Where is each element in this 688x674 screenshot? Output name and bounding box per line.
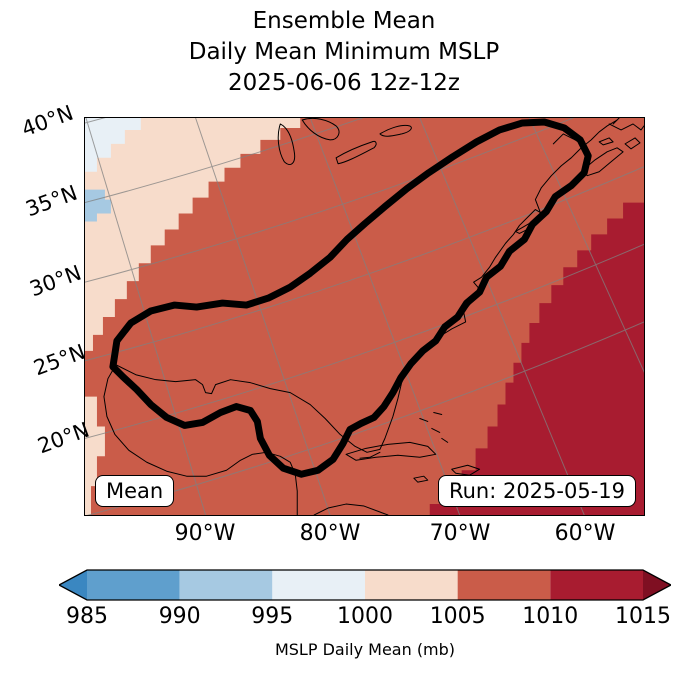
coast-hispaniola: [451, 464, 481, 476]
parallel-35n: [85, 118, 364, 204]
colorbar-tick-995: 995: [251, 604, 294, 629]
coast-honduras: [313, 503, 389, 515]
plot-title: Ensemble Mean Daily Mean Minimum MSLP 20…: [0, 6, 688, 99]
colorbar-tick-1005: 1005: [429, 604, 486, 629]
colorbar-tick-990: 990: [158, 604, 201, 629]
coast-cuba: [345, 441, 437, 461]
parallel-25n: [85, 166, 644, 362]
longitude-tick-70w: 70°W: [429, 521, 491, 546]
latitude-tick-40n: 40°N: [18, 100, 77, 142]
colorbar-title: MSLP Daily Mean (mb): [274, 640, 456, 659]
colorbar-extend-right-arrow: [643, 570, 671, 600]
colorbar-outline: [59, 569, 671, 601]
lake-huron: [301, 118, 340, 141]
coast-mexico: [103, 364, 298, 515]
longitude-tick-80w: 80°W: [299, 521, 361, 546]
coast-newfoundland: [608, 118, 644, 131]
coast-cape-breton: [624, 137, 641, 150]
run-date-annotation: Run: 2025-05-19: [437, 475, 636, 507]
meridian-70w: [309, 118, 461, 515]
lake-michigan: [277, 123, 296, 165]
meridian-60w: [419, 118, 585, 515]
colorbar-segment-1010-1015: [550, 570, 643, 600]
coast-florida-keys: [359, 451, 381, 459]
plot-title-line-1: Ensemble Mean: [252, 8, 436, 34]
mean-annotation: Mean: [95, 475, 175, 507]
latitude-tick-25n: 25°N: [30, 339, 89, 381]
colorbar-segment-990-995: [179, 570, 273, 600]
meridian-80w: [195, 118, 331, 515]
lake-erie: [335, 140, 377, 165]
longitude-tick-60w: 60°W: [554, 521, 616, 546]
colorbar-segment-1000-1005: [365, 570, 458, 600]
colorbar-segment-985-990: [87, 570, 180, 600]
latitude-tick-30n: 30°N: [26, 260, 85, 302]
lake-ontario: [379, 124, 412, 137]
coast-nova-scotia: [582, 147, 624, 177]
colorbar-tick-1015: 1015: [615, 604, 671, 629]
colorbar-tick-985: 985: [66, 604, 108, 629]
mslp-fill-1010-1015: [429, 202, 644, 515]
coast-bahamas: [419, 412, 449, 443]
latitude-tick-35n: 35°N: [22, 180, 81, 222]
colorbar-extend-left-arrow: [59, 570, 87, 600]
ensemble-contour-outline: [109, 118, 592, 478]
colorbar: [59, 569, 671, 601]
colorbar-tick-1010: 1010: [522, 604, 579, 629]
mslp-fill-995-1000-corner: [85, 118, 141, 172]
meridian-50w: [528, 118, 644, 373]
plot-title-line-2: Daily Mean Minimum MSLP: [188, 39, 500, 65]
plot-title-line-3: 2025-06-06 12z-12z: [228, 70, 460, 96]
colorbar-segment-1005-1010: [457, 570, 551, 600]
longitude-tick-90w: 90°W: [174, 521, 236, 546]
colorbar-tick-1000: 1000: [337, 604, 393, 629]
mslp-fill-1000-1005-left-strip: [85, 396, 105, 515]
map-canvas: [85, 118, 644, 515]
colorbar-segment-995-1000: [272, 570, 365, 600]
parallel-30n: [85, 118, 575, 283]
coast-pei: [598, 137, 614, 146]
coast-jamaica: [413, 475, 429, 483]
mslp-fill-1000-1005-wedge: [85, 118, 301, 351]
map-plot: Mean Run: 2025-05-19: [84, 117, 645, 516]
